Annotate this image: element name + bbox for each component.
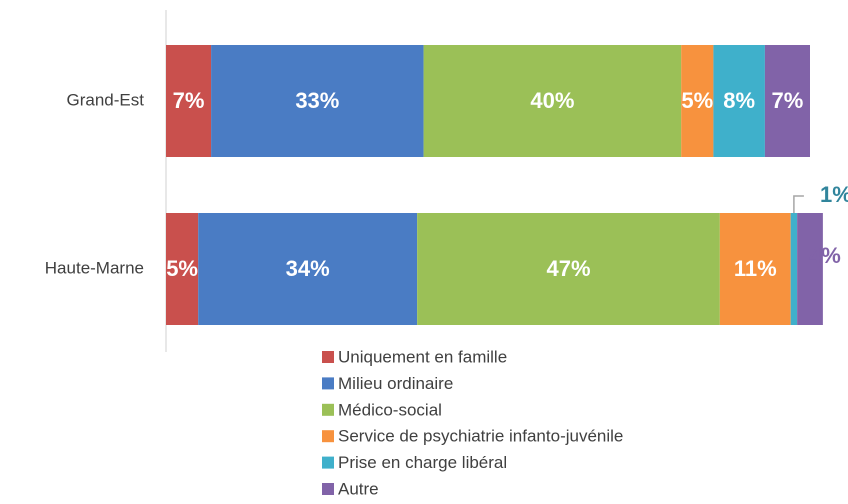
data-label: 33% (295, 88, 339, 113)
bar-segment (211, 45, 424, 157)
bar-segment (198, 213, 418, 325)
data-label: 7% (772, 88, 804, 113)
legend-label: Uniquement en famille (338, 347, 507, 366)
legend-label: Médico-social (338, 400, 442, 419)
data-label: 34% (286, 256, 330, 281)
legend-label: Autre (338, 479, 379, 498)
legend-label: Service de psychiatrie infanto-juvénile (338, 427, 623, 446)
legend-swatch (322, 430, 334, 443)
bar-segment (764, 45, 810, 157)
data-label: 8% (723, 88, 755, 113)
legend-swatch (322, 403, 334, 416)
legend-swatch (322, 377, 334, 390)
bar-segment (166, 45, 212, 157)
legend-swatch (322, 456, 334, 469)
legend-label: Milieu ordinaire (338, 374, 453, 393)
category-label: Haute-Marne (45, 258, 144, 277)
data-label: 5% (681, 88, 713, 113)
bar-segment (797, 213, 823, 325)
data-label: 1% (820, 182, 848, 207)
bar-segment (719, 213, 791, 325)
data-label: 40% (530, 88, 574, 113)
bar-segment (713, 45, 765, 157)
data-label: 5% (166, 256, 198, 281)
legend-swatch (322, 483, 334, 495)
bar-segment (423, 45, 682, 157)
category-label: Grand-Est (67, 90, 145, 109)
legend-swatch (322, 351, 334, 363)
bar-segment (417, 213, 720, 325)
bar-segment (790, 213, 798, 325)
leader-line (793, 195, 804, 213)
data-label: 11% (734, 256, 777, 281)
data-label: 7% (173, 88, 205, 113)
data-label: 47% (546, 256, 590, 281)
data-label: 4% (809, 243, 841, 268)
bar-segment (166, 213, 199, 325)
legend-label: Prise en charge libéral (338, 453, 507, 472)
bar-segment (681, 45, 714, 157)
